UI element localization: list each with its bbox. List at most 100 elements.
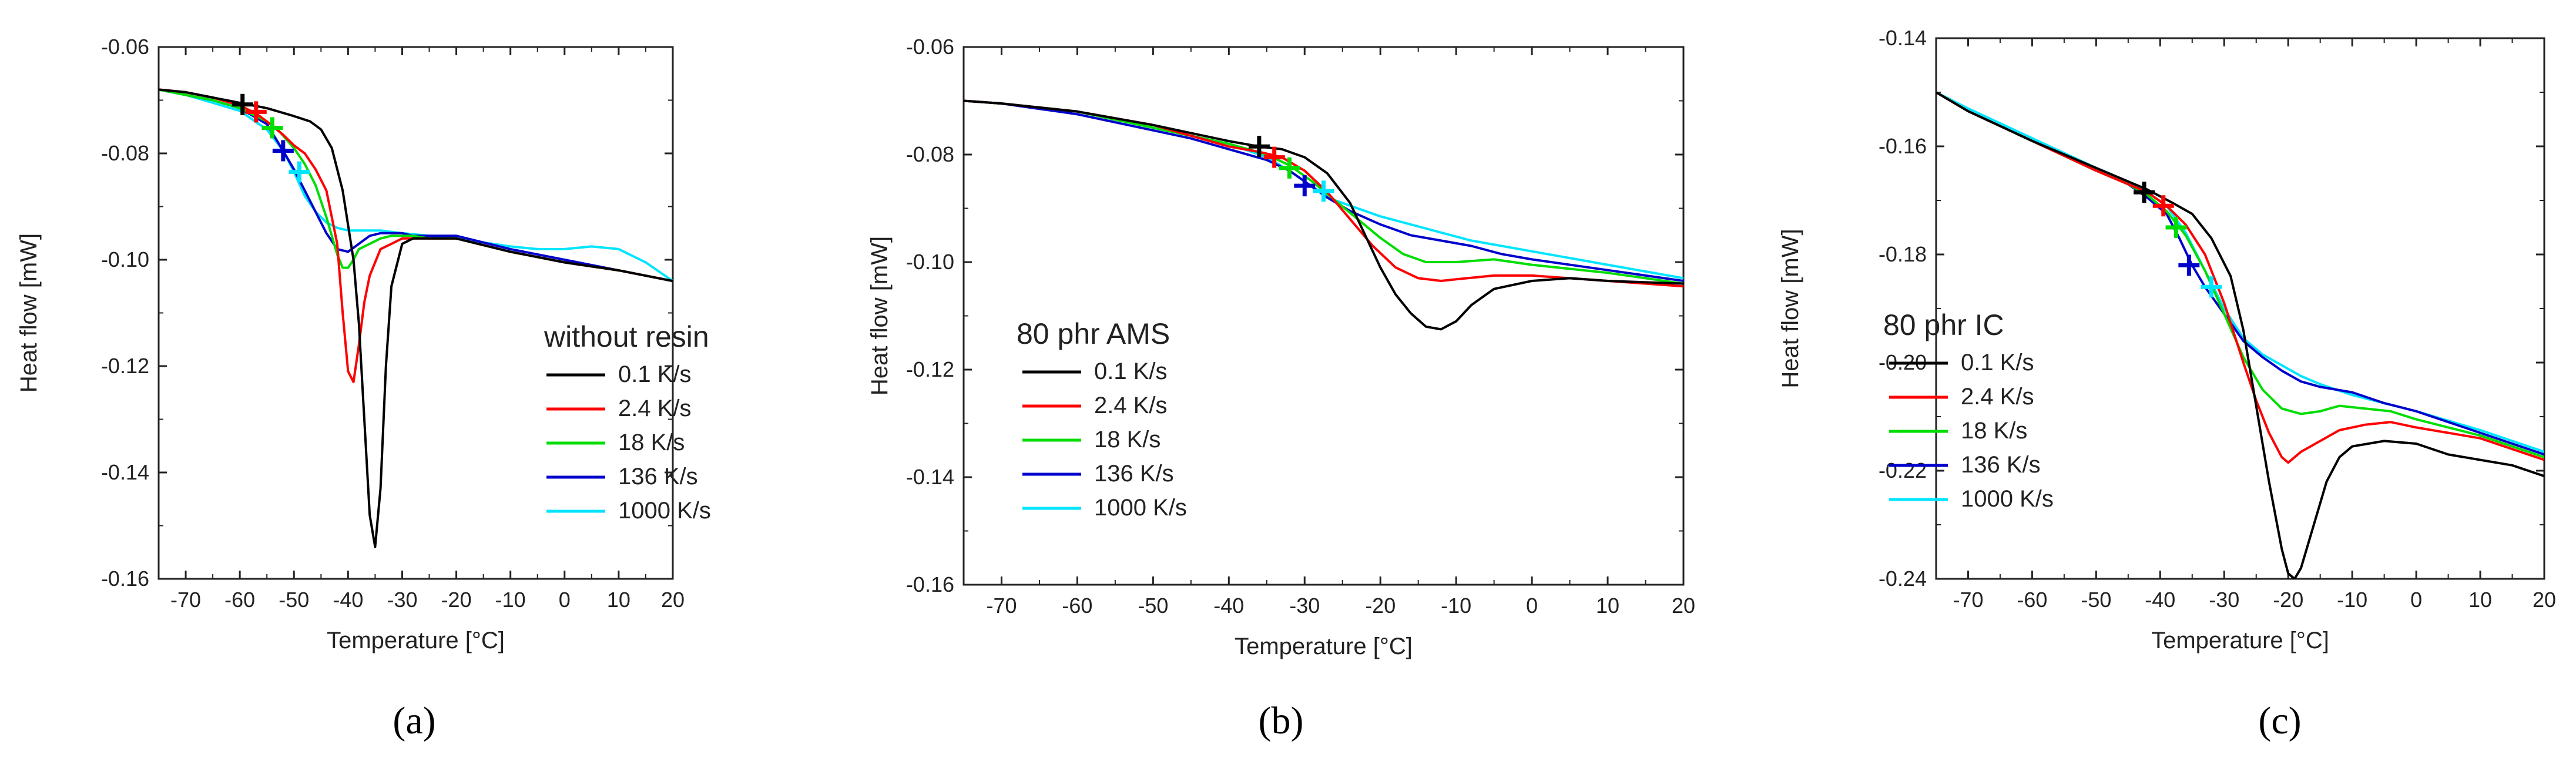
x-tick-label: 0 xyxy=(559,588,571,612)
legend: 80 phr IC 0.1 K/s 2.4 K/s 18 K/s 136 K/s 1000… xyxy=(1883,309,2054,512)
onset-marker-3 xyxy=(261,117,283,139)
y-axis-title: Heat flow [mW] xyxy=(16,233,42,393)
legend-label-3: 18 K/s xyxy=(1961,418,2027,444)
y-tick-label: -0.16 xyxy=(1879,134,1927,158)
x-tick-label: -20 xyxy=(2273,588,2303,612)
x-tick-label: -50 xyxy=(279,588,309,612)
onset-marker-1 xyxy=(232,93,253,115)
legend-label-4: 136 K/s xyxy=(618,464,698,490)
y-tick-label: -0.06 xyxy=(101,35,149,59)
x-tick-label: -30 xyxy=(2209,588,2239,612)
x-axis-title: Temperature [°C] xyxy=(2151,628,2329,653)
x-tick-label: -10 xyxy=(495,588,526,612)
x-axis-title: Temperature [°C] xyxy=(1235,633,1413,659)
chart-panel-a: -70 -60 -50 -40 -30 -20 -10 0 10 20 -0.16 -0.14 -0.1… xyxy=(16,35,711,742)
y-tick-label: -0.14 xyxy=(906,465,954,489)
onset-marker-5 xyxy=(1313,180,1334,202)
y-tick-label: -0.12 xyxy=(906,357,954,381)
legend-label-4: 136 K/s xyxy=(1094,461,1174,487)
y-tick-label: -0.16 xyxy=(906,572,954,596)
y-tick-label: -0.10 xyxy=(906,250,954,274)
chart-panel-b: -70 -60 -50 -40 -30 -20 -10 0 10 20 -0.16 -0.14 -0.1… xyxy=(867,35,1695,742)
x-tick-label: 10 xyxy=(1596,594,1619,618)
onset-marker-5 xyxy=(289,161,310,183)
legend-title: 80 phr AMS xyxy=(1017,317,1170,350)
legend-label-5: 1000 K/s xyxy=(618,498,711,524)
y-tick-label: -0.22 xyxy=(1879,458,1927,482)
x-tick-label: -30 xyxy=(1289,594,1320,618)
x-tick-label: -20 xyxy=(441,588,472,612)
y-tick-label: -0.12 xyxy=(101,354,149,378)
x-tick-label: -20 xyxy=(1365,594,1396,618)
onset-marker-4 xyxy=(2178,254,2200,276)
y-tick-label: -0.06 xyxy=(906,35,954,59)
series-line-5 xyxy=(159,88,673,282)
series-line-4 xyxy=(159,88,673,283)
x-tick-label: -60 xyxy=(1062,594,1092,618)
y-tick-label: -0.24 xyxy=(1879,566,1927,591)
plot-frame xyxy=(157,46,674,580)
legend-label-3: 18 K/s xyxy=(1094,427,1160,452)
legend-label-1: 0.1 K/s xyxy=(1094,358,1168,384)
x-tick-label: -60 xyxy=(2017,588,2047,612)
y-tick-label: -0.08 xyxy=(101,141,149,165)
onset-marker-2 xyxy=(2152,195,2174,217)
panel-caption: (a) xyxy=(393,699,435,742)
x-tick-label: -40 xyxy=(1213,594,1244,618)
legend: 80 phr AMS 0.1 K/s 2.4 K/s 18 K/s 136 K/s 100… xyxy=(1017,317,1187,521)
y-axis-title: Heat flow [mW] xyxy=(1777,229,1803,388)
x-tick-label: 0 xyxy=(1526,594,1538,618)
legend-label-5: 1000 K/s xyxy=(1961,486,2054,512)
series-line-1 xyxy=(159,88,673,548)
x-tick-label: 20 xyxy=(2533,588,2556,612)
legend-label-3: 18 K/s xyxy=(618,430,685,455)
y-axis-title: Heat flow [mW] xyxy=(867,236,893,395)
series-line-1 xyxy=(1936,91,2544,579)
onset-marker-2 xyxy=(1263,146,1285,168)
onset-marker-5 xyxy=(2201,276,2222,298)
legend-label-1: 0.1 K/s xyxy=(618,361,692,387)
legend-title: 80 phr IC xyxy=(1883,309,2004,341)
panel-caption: (c) xyxy=(2258,699,2301,742)
x-tick-label: -50 xyxy=(2081,588,2111,612)
y-tick-label: -0.16 xyxy=(101,566,149,591)
panel-caption: (b) xyxy=(1259,699,1304,742)
x-tick-label: -50 xyxy=(1138,594,1168,618)
onset-marker-2 xyxy=(245,101,267,123)
onset-marker-3 xyxy=(2165,217,2187,238)
series-line-1 xyxy=(964,99,1683,331)
x-tick-label: -70 xyxy=(986,594,1017,618)
series-line-4 xyxy=(964,99,1683,282)
y-tick-label: -0.18 xyxy=(1879,242,1927,266)
y-tick-label: -0.14 xyxy=(101,460,149,484)
x-tick-label: -10 xyxy=(1441,594,1471,618)
series-line-3 xyxy=(159,88,673,283)
x-tick-label: -70 xyxy=(170,588,201,612)
onset-marker-4 xyxy=(272,140,294,162)
y-tick-label: -0.14 xyxy=(1879,26,1927,50)
x-tick-label: -40 xyxy=(333,588,363,612)
legend-label-4: 136 K/s xyxy=(1961,452,2041,478)
x-tick-label: 10 xyxy=(2468,588,2492,612)
x-tick-label: -70 xyxy=(1953,588,1983,612)
onset-marker-3 xyxy=(1279,157,1300,179)
plot-frame xyxy=(962,46,1685,586)
legend-label-2: 2.4 K/s xyxy=(618,395,692,421)
x-tick-label: 10 xyxy=(607,588,630,612)
x-tick-label: -10 xyxy=(2337,588,2367,612)
x-tick-label: -40 xyxy=(2145,588,2175,612)
x-tick-label: -60 xyxy=(224,588,255,612)
legend-label-1: 0.1 K/s xyxy=(1961,350,2034,376)
legend-title: without resin xyxy=(544,320,709,353)
chart-panel-c: -70 -60 -50 -40 -30 -20 -10 0 10 20-0.24-0.22-0.2… xyxy=(1777,26,2556,742)
legend-label-5: 1000 K/s xyxy=(1094,495,1187,521)
y-tick-label: -0.10 xyxy=(101,247,149,271)
onset-marker-1 xyxy=(2134,182,2155,203)
x-tick-label: 20 xyxy=(661,588,685,612)
legend-label-2: 2.4 K/s xyxy=(1961,384,2034,410)
onset-marker-1 xyxy=(1248,136,1270,157)
legend-label-2: 2.4 K/s xyxy=(1094,393,1168,418)
x-tick-label: -30 xyxy=(387,588,417,612)
onset-marker-4 xyxy=(1294,175,1316,197)
